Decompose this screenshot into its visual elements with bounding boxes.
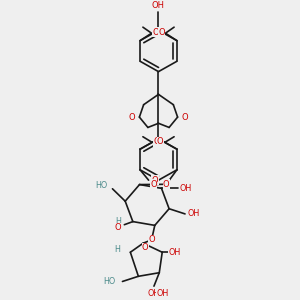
Text: H: H [115,245,121,254]
Text: O: O [150,180,157,189]
Text: OH: OH [188,209,200,218]
Text: O: O [152,28,159,37]
Text: OH: OH [148,289,160,298]
Text: OH: OH [156,289,169,298]
Text: O: O [129,112,135,122]
Text: O: O [157,137,164,146]
Text: O: O [163,180,169,189]
Text: OH: OH [152,1,165,10]
Text: OH: OH [180,184,192,193]
Text: HO: HO [96,181,108,190]
Text: O: O [115,223,121,232]
Text: OH: OH [169,248,181,257]
Text: O: O [148,235,155,244]
Text: O: O [158,28,165,37]
Text: O: O [153,137,160,146]
Text: O: O [182,112,188,122]
Text: O: O [152,176,158,185]
Text: O: O [142,243,148,252]
Text: H: H [115,217,121,226]
Text: HO: HO [103,277,116,286]
